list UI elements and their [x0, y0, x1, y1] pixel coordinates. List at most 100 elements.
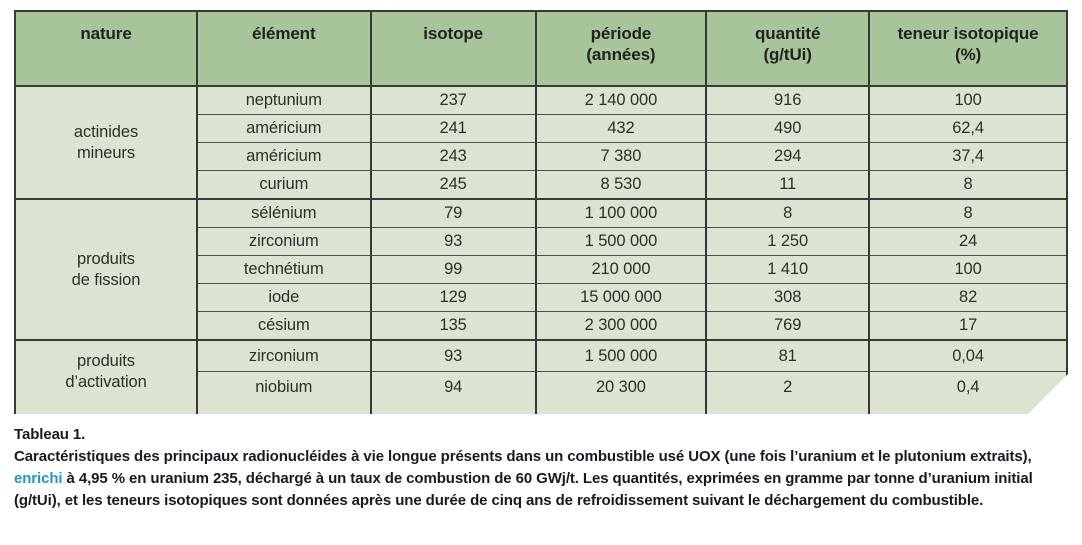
cell-quantity: 2 [706, 372, 869, 403]
cell-isotope: 93 [371, 340, 536, 372]
cell-period: 210 000 [536, 256, 706, 284]
cell-isotope: 79 [371, 199, 536, 228]
cell-teneur: 24 [869, 228, 1067, 256]
caption-text: Caractéristiques des principaux radionuc… [14, 446, 1072, 512]
caption-highlight: enrichi [14, 470, 63, 487]
col-header-teneur: teneur isotopique (%) [869, 11, 1067, 86]
cell-teneur: 0,4 [869, 372, 1067, 403]
cell-teneur: 8 [869, 199, 1067, 228]
cell-isotope: 243 [371, 143, 536, 171]
header-label: nature [80, 24, 132, 43]
cell-isotope: 93 [371, 228, 536, 256]
col-header-periode: période (années) [536, 11, 706, 86]
spacer-row [15, 402, 1067, 414]
cell-teneur: 17 [869, 312, 1067, 341]
header-label: période [590, 24, 652, 43]
cell-element: iode [197, 284, 371, 312]
table-row: césium 135 2 300 000 769 17 [15, 312, 1067, 341]
cell-quantity: 294 [706, 143, 869, 171]
table-row: américium 241 432 490 62,4 [15, 115, 1067, 143]
cell-teneur: 100 [869, 86, 1067, 115]
caption-text-part2: à 4,95 % en uranium 235, déchargé à un t… [14, 470, 1033, 509]
group-label-produits-de-fission: produits de fission [15, 199, 197, 340]
table-row: iode 129 15 000 000 308 82 [15, 284, 1067, 312]
header-row: nature élément isotope période (années) q… [15, 11, 1067, 86]
header-sub: (%) [955, 45, 982, 64]
cell-element: américium [197, 115, 371, 143]
cell-period: 20 300 [536, 372, 706, 403]
nature-line: actinides [73, 122, 139, 141]
nature-line: de fission [71, 270, 141, 289]
cell-quantity: 1 250 [706, 228, 869, 256]
cell-quantity: 8 [706, 199, 869, 228]
cell-teneur: 82 [869, 284, 1067, 312]
cell-teneur: 100 [869, 256, 1067, 284]
cell-teneur: 62,4 [869, 115, 1067, 143]
cell-period: 8 530 [536, 171, 706, 200]
table-row: curium 245 8 530 11 8 [15, 171, 1067, 200]
cell-quantity: 490 [706, 115, 869, 143]
nature-line: produits [77, 351, 135, 370]
cell-period: 432 [536, 115, 706, 143]
cell-isotope: 94 [371, 372, 536, 403]
cell-isotope: 245 [371, 171, 536, 200]
table-row: produits de fission sélénium 79 1 100 000… [15, 199, 1067, 228]
caption-text-part1: Caractéristiques des principaux radionuc… [14, 448, 1032, 465]
header-label: teneur isotopique [897, 24, 1039, 43]
cell-quantity: 769 [706, 312, 869, 341]
table-row: niobium 94 20 300 2 0,4 [15, 372, 1067, 403]
table-caption: Tableau 1. Caractéristiques des principa… [14, 424, 1072, 512]
spacer-cell [536, 402, 706, 414]
nature-line: d’activation [65, 372, 147, 391]
cell-period: 1 500 000 [536, 340, 706, 372]
cell-element: sélénium [197, 199, 371, 228]
cell-period: 1 100 000 [536, 199, 706, 228]
cell-quantity: 81 [706, 340, 869, 372]
cell-isotope: 135 [371, 312, 536, 341]
group-label-produits-activation: produits d’activation [15, 340, 197, 414]
data-table: nature élément isotope période (années) q… [14, 10, 1068, 414]
cell-teneur: 8 [869, 171, 1067, 200]
cell-element: niobium [197, 372, 371, 403]
nature-line: mineurs [76, 143, 135, 162]
header-label: quantité [755, 24, 821, 43]
spacer-cell [869, 402, 1067, 414]
cell-element: césium [197, 312, 371, 341]
spacer-cell [197, 402, 371, 414]
cell-element: neptunium [197, 86, 371, 115]
header-label: élément [251, 24, 316, 43]
cell-period: 7 380 [536, 143, 706, 171]
cell-isotope: 241 [371, 115, 536, 143]
cell-quantity: 1 410 [706, 256, 869, 284]
cell-isotope: 99 [371, 256, 536, 284]
cell-isotope: 129 [371, 284, 536, 312]
cell-period: 2 300 000 [536, 312, 706, 341]
col-header-element: élément [197, 11, 371, 86]
cell-element: zirconium [197, 228, 371, 256]
cell-teneur: 37,4 [869, 143, 1067, 171]
spacer-cell [371, 402, 536, 414]
spacer-cell [706, 402, 869, 414]
header-sub: (g/tUi) [763, 45, 812, 64]
table-row: américium 243 7 380 294 37,4 [15, 143, 1067, 171]
cell-quantity: 11 [706, 171, 869, 200]
cell-period: 1 500 000 [536, 228, 706, 256]
nature-line: produits [77, 249, 135, 268]
cell-element: curium [197, 171, 371, 200]
caption-label: Tableau 1. [14, 426, 86, 443]
group-label-actinides-mineurs: actinides mineurs [15, 86, 197, 199]
cell-element: américium [197, 143, 371, 171]
col-header-isotope: isotope [371, 11, 536, 86]
header-label: isotope [423, 24, 484, 43]
cell-period: 15 000 000 [536, 284, 706, 312]
cell-quantity: 916 [706, 86, 869, 115]
cell-quantity: 308 [706, 284, 869, 312]
table-row: produits d’activation zirconium 93 1 500 … [15, 340, 1067, 372]
table-row: zirconium 93 1 500 000 1 250 24 [15, 228, 1067, 256]
cell-element: technétium [197, 256, 371, 284]
cell-teneur: 0,04 [869, 340, 1067, 372]
cell-period: 2 140 000 [536, 86, 706, 115]
col-header-nature: nature [15, 11, 197, 86]
radionuclide-table: nature élément isotope période (années) q… [14, 10, 1068, 414]
